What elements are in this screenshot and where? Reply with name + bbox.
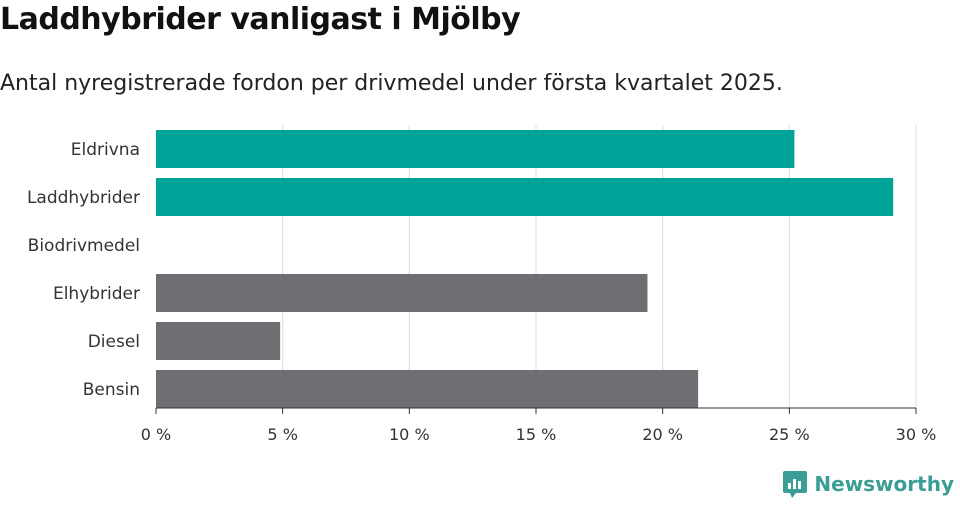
- bar: [156, 370, 699, 408]
- brand-name: Newsworthy: [814, 472, 954, 496]
- category-label: Diesel: [88, 332, 140, 352]
- bar: [156, 274, 648, 312]
- x-tick-label: 0 %: [141, 425, 171, 444]
- bar: [156, 322, 281, 360]
- bars: [156, 130, 894, 408]
- newsworthy-logo-icon: [783, 471, 808, 498]
- x-tick-label: 10 %: [389, 425, 430, 444]
- brand-logo: Newsworthy: [782, 469, 954, 499]
- bar: [156, 130, 795, 168]
- x-tick-label: 20 %: [642, 425, 683, 444]
- x-tick-label: 30 %: [896, 425, 937, 444]
- x-axis: 0 % 5 % 10 % 15 % 20 % 25 % 30 %: [141, 407, 937, 444]
- category-label: Elhybrider: [53, 284, 140, 304]
- category-label: Eldrivna: [71, 140, 140, 160]
- gridlines: [282, 125, 917, 408]
- category-label: Laddhybrider: [27, 188, 140, 208]
- category-labels: Eldrivna Laddhybrider Biodrivmedel Elhybrid…: [27, 140, 140, 400]
- bar-chart: Eldrivna Laddhybrider Biodrivmedel Elhybrid…: [27, 125, 937, 444]
- x-tick-label: 15 %: [516, 425, 557, 444]
- chart-subtitle: Antal nyregistrerade fordon per drivmede…: [0, 71, 783, 96]
- x-tick-label: 5 %: [267, 425, 297, 444]
- bar: [156, 178, 894, 216]
- category-label: Bensin: [83, 380, 140, 400]
- chart-title: Laddhybrider vanligast i Mjölby: [0, 2, 521, 37]
- category-label: Biodrivmedel: [28, 236, 140, 256]
- x-tick-label: 25 %: [769, 425, 810, 444]
